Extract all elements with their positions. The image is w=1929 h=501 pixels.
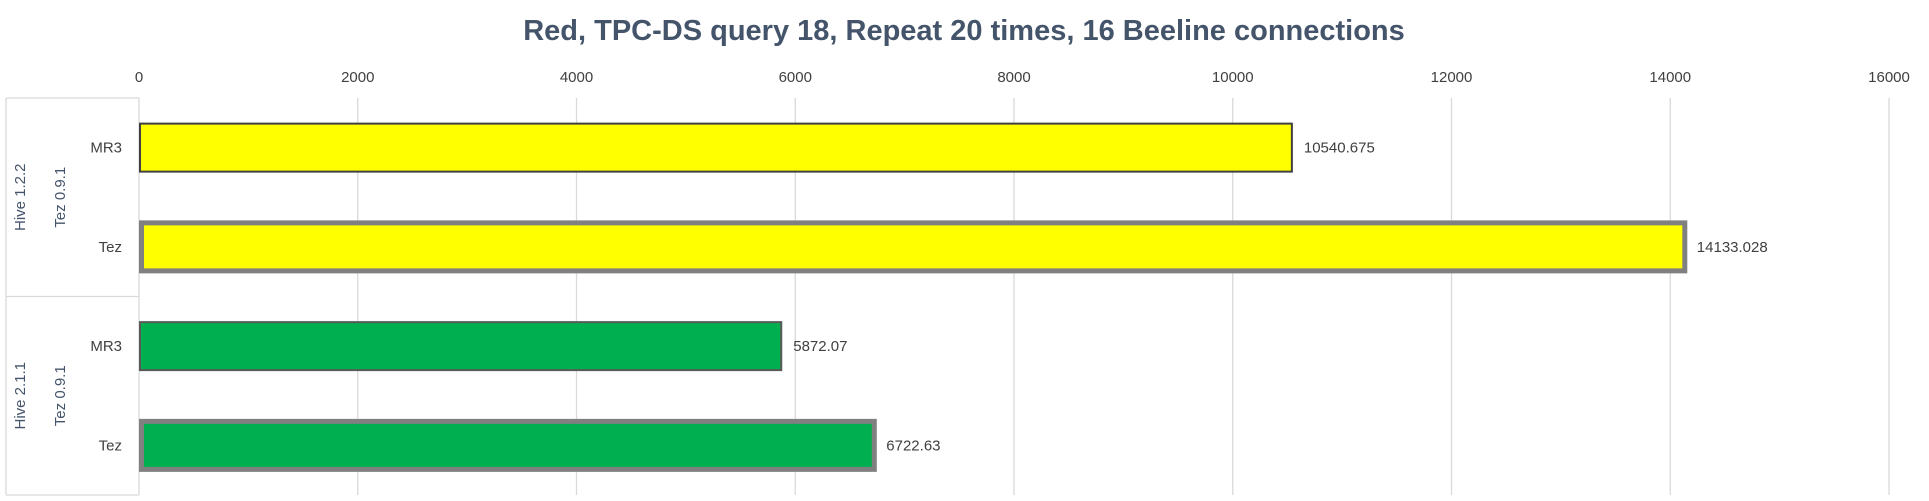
group-sublabel: Tez 0.9.1	[52, 167, 69, 228]
x-tick-label: 12000	[1431, 69, 1473, 86]
chart-title: Red, TPC-DS query 18, Repeat 20 times, 1…	[523, 15, 1405, 47]
x-tick-label: 16000	[1868, 69, 1910, 86]
group-label: Hive 1.2.2	[12, 163, 29, 231]
category-axis-frame: Hive 1.2.2 Tez 0.9.1 Hive 2.1.1 Tez 0.9.1	[5, 97, 140, 496]
bar-tez	[139, 220, 1688, 274]
group-label: Hive 2.1.1	[12, 362, 29, 430]
x-tick-label: 4000	[560, 69, 593, 86]
bar-mr3	[139, 321, 783, 372]
data-label: 5872.07	[793, 338, 847, 355]
x-tick-label: 14000	[1649, 69, 1691, 86]
category-label: MR3	[90, 140, 122, 157]
x-tick-label: 10000	[1212, 69, 1254, 86]
category-label: MR3	[90, 338, 122, 355]
bars: MR3 10540.675 Tez 14133.028 MR3 5872.07 Tez 672…	[90, 122, 1768, 472]
data-label: 14133.028	[1697, 239, 1768, 256]
x-tick-label: 8000	[997, 69, 1030, 86]
x-tick-label: 0	[135, 69, 143, 86]
x-tick-label: 6000	[779, 69, 812, 86]
x-tick-label: 2000	[341, 69, 374, 86]
data-label: 10540.675	[1304, 140, 1375, 157]
bar-mr3	[139, 122, 1293, 173]
category-label: Tez	[99, 239, 122, 256]
category-label: Tez	[99, 437, 122, 454]
group-sublabel: Tez 0.9.1	[52, 365, 69, 426]
data-label: 6722.63	[886, 437, 940, 454]
x-axis-ticks: 0 2000 4000 6000 8000 10000 12000 14000 16000	[135, 69, 1910, 86]
bar-tez	[139, 418, 877, 472]
